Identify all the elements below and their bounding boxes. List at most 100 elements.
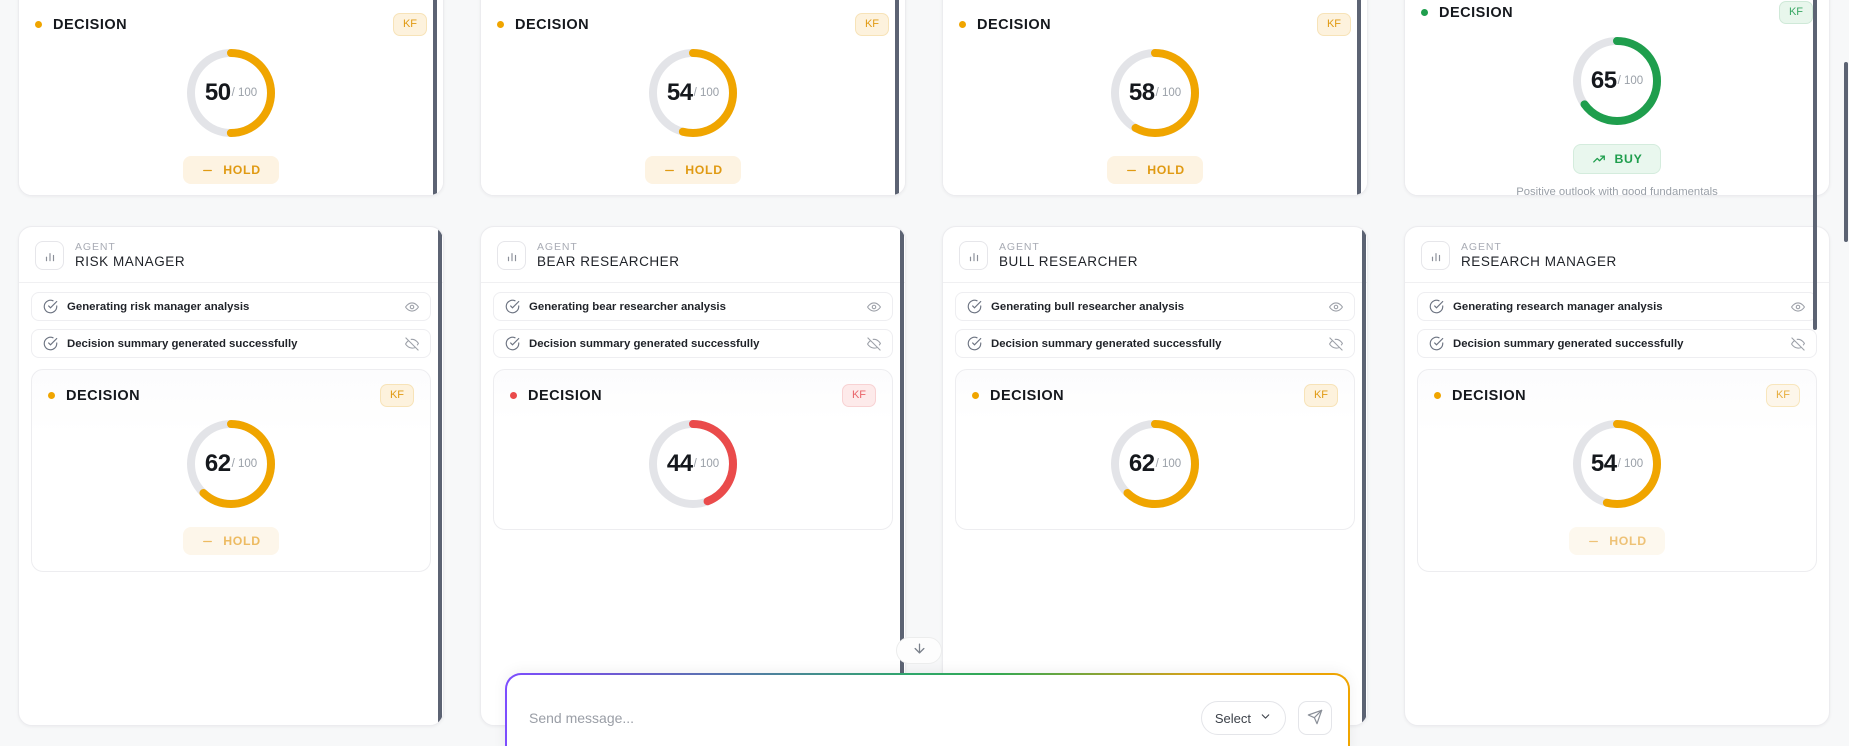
decision-card[interactable]: DECISION KF 65 / 100	[1405, 0, 1829, 195]
column-scrollbar[interactable]	[900, 229, 904, 725]
column-scrollbar[interactable]	[1362, 229, 1366, 725]
select-label: Select	[1214, 710, 1251, 726]
status-dot-icon	[1434, 392, 1441, 399]
eye-off-icon[interactable]	[1329, 336, 1343, 351]
score-gauge: 54 / 100	[644, 44, 742, 142]
action-label: HOLD	[223, 163, 261, 177]
kf-badge[interactable]: KF	[1316, 13, 1351, 36]
decision-title: DECISION	[528, 387, 603, 404]
action-label: BUY	[1614, 152, 1643, 166]
decision-card[interactable]: DECISION KF 62 / 100	[955, 369, 1355, 530]
scroll-to-bottom-button[interactable]	[896, 637, 942, 664]
status-text: Generating research manager analysis	[1453, 300, 1663, 313]
status-row[interactable]: Decision summary generated successfully	[493, 329, 893, 358]
decision-card[interactable]: DECISION KF 58 / 100	[943, 1, 1367, 196]
eye-icon[interactable]	[1329, 300, 1343, 314]
minus-icon	[663, 164, 676, 177]
minus-icon	[201, 535, 214, 548]
status-dot-icon	[972, 392, 979, 399]
score-value: 62	[1128, 450, 1155, 477]
agent-kicker: AGENT	[1461, 241, 1502, 254]
status-text: Decision summary generated successfully	[67, 337, 298, 350]
score-value: 54	[1590, 450, 1617, 477]
score-value: 54	[666, 79, 693, 106]
trend-up-icon	[1592, 152, 1606, 166]
score-value: 50	[204, 79, 231, 106]
decision-card[interactable]: DECISION KF 50 / 100	[19, 1, 443, 195]
chart-bars-icon	[1421, 241, 1450, 270]
decision-title: DECISION	[1439, 4, 1514, 21]
status-dot-icon	[510, 392, 517, 399]
score-gauge: 50 / 100	[182, 44, 280, 142]
send-message-button[interactable]	[1298, 701, 1332, 735]
score-value: 65	[1590, 67, 1617, 94]
kf-badge[interactable]: KF	[854, 13, 889, 36]
agent-panel-research-manager: AGENT RESEARCH MANAGER Generating resear…	[1404, 226, 1830, 726]
status-text: Generating bear researcher analysis	[529, 300, 726, 313]
action-pill-hold[interactable]: HOLD	[1107, 156, 1203, 184]
status-dot-icon	[48, 392, 55, 399]
decision-card[interactable]: DECISION KF 62 / 100	[31, 369, 431, 572]
status-row[interactable]: Decision summary generated successfully	[31, 329, 431, 358]
eye-icon[interactable]	[1791, 300, 1805, 314]
eye-icon[interactable]	[867, 300, 881, 314]
score-max: / 100	[231, 458, 258, 470]
status-row[interactable]: Generating bull researcher analysis	[955, 292, 1355, 321]
kf-badge[interactable]: KF	[1303, 384, 1338, 407]
check-circle-icon	[505, 336, 520, 351]
decision-title: DECISION	[977, 16, 1052, 33]
action-pill-hold[interactable]: HOLD	[645, 156, 741, 184]
score-gauge: 65 / 100	[1568, 32, 1666, 130]
model-select-button[interactable]: Select	[1200, 701, 1286, 735]
search-input[interactable]	[529, 710, 1189, 726]
action-pill-hold[interactable]: HOLD	[1569, 527, 1665, 555]
action-pill-hold[interactable]: HOLD	[183, 527, 279, 555]
status-row[interactable]: Decision summary generated successfully	[1417, 329, 1817, 358]
check-circle-icon	[967, 336, 982, 351]
action-pill-hold[interactable]: HOLD	[183, 156, 279, 184]
action-label: HOLD	[1609, 534, 1647, 548]
column-bear-researcher: DECISION KF 54 / 100	[462, 0, 924, 746]
status-row[interactable]: Generating bear researcher analysis	[493, 292, 893, 321]
eye-off-icon[interactable]	[405, 336, 419, 351]
score-value: 62	[204, 450, 231, 477]
status-row[interactable]: Generating research manager analysis	[1417, 292, 1817, 321]
column-scrollbar[interactable]	[438, 229, 442, 725]
column-scrollbar[interactable]	[433, 0, 437, 195]
eye-off-icon[interactable]	[867, 336, 881, 351]
kf-badge[interactable]: KF	[379, 384, 414, 407]
agent-name: BEAR RESEARCHER	[537, 254, 680, 270]
decision-title: DECISION	[66, 387, 141, 404]
eye-icon[interactable]	[405, 300, 419, 314]
decision-card[interactable]: DECISION KF 54 / 100	[1417, 369, 1817, 572]
score-max: / 100	[1617, 75, 1644, 87]
kf-badge[interactable]: KF	[392, 13, 427, 36]
column-research-manager: DECISION KF 65 / 100	[1386, 0, 1848, 746]
column-scrollbar[interactable]	[895, 0, 899, 195]
column-scrollbar[interactable]	[1357, 0, 1361, 195]
score-value: 44	[666, 450, 693, 477]
score-max: / 100	[693, 458, 720, 470]
page-scrollbar-secondary[interactable]	[1844, 62, 1848, 242]
decision-note: Neutral position, monitor closely	[959, 195, 1351, 196]
decision-title: DECISION	[515, 16, 590, 33]
decision-card[interactable]: DECISION KF 44 / 100	[493, 369, 893, 530]
decision-title: DECISION	[1452, 387, 1527, 404]
minus-icon	[1587, 535, 1600, 548]
kf-badge[interactable]: KF	[1778, 1, 1813, 24]
decision-card[interactable]: DECISION KF 54 / 100	[481, 1, 905, 195]
check-circle-icon	[1429, 299, 1444, 314]
eye-off-icon[interactable]	[1791, 336, 1805, 351]
action-pill-buy[interactable]: BUY	[1572, 144, 1662, 174]
kf-badge[interactable]: KF	[841, 384, 876, 407]
agent-panel-risk-manager: AGENT RISK MANAGER Generating risk manag…	[18, 226, 444, 726]
score-gauge: 62 / 100	[1106, 415, 1204, 513]
kf-badge[interactable]: KF	[1765, 384, 1800, 407]
status-row[interactable]: Generating risk manager analysis	[31, 292, 431, 321]
score-max: / 100	[1617, 458, 1644, 470]
check-circle-icon	[967, 299, 982, 314]
status-row[interactable]: Decision summary generated successfully	[955, 329, 1355, 358]
score-gauge: 44 / 100	[644, 415, 742, 513]
page-scrollbar-primary[interactable]	[1813, 0, 1817, 330]
